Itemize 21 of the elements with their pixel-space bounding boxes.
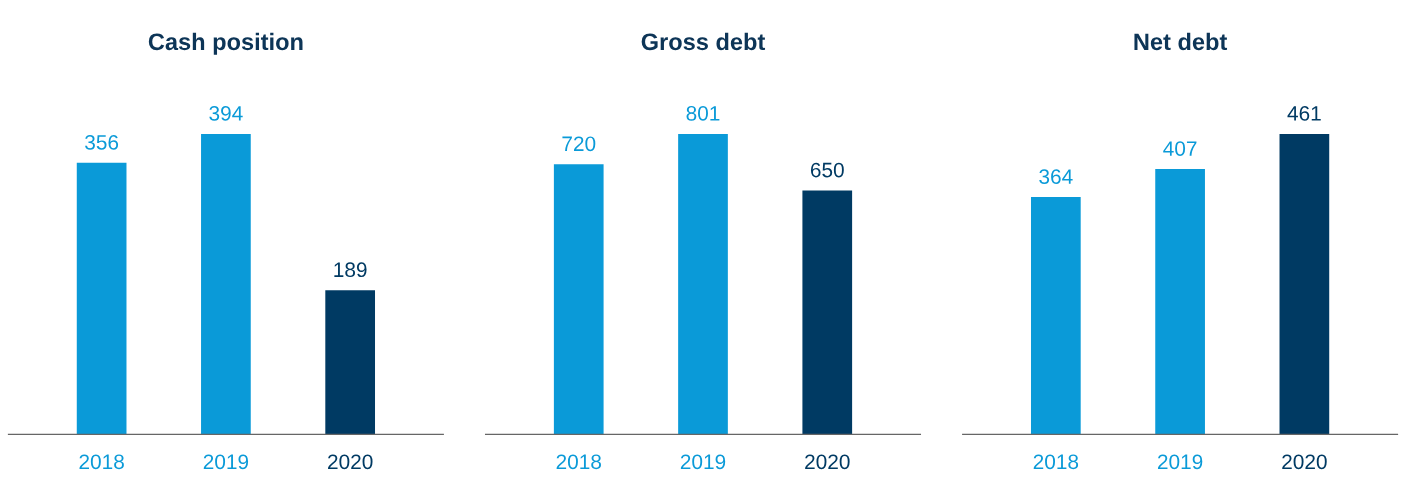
chart-title: Net debt [1134,32,1228,51]
data-label: 801 [686,105,720,121]
data-label: 650 [810,162,844,178]
data-label: 364 [1039,169,1073,184]
x-tick-label: 2020 [328,454,373,470]
data-label: 720 [562,136,596,152]
chart-title: Cash position [148,32,303,55]
x-tick-label: 2018 [1033,454,1079,470]
data-label: 356 [85,134,119,150]
data-label: 394 [209,105,243,121]
x-tick-label: 2019 [1157,454,1203,470]
data-label: 189 [334,262,367,278]
x-tick-label: 2018 [556,454,602,470]
data-label: 407 [1163,141,1197,156]
data-label: 461 [1287,105,1321,121]
x-tick-label: 2018 [79,454,124,470]
x-tick-label: 2020 [1282,454,1327,470]
x-tick-label: 2020 [805,454,850,470]
x-tick-label: 2019 [680,454,726,470]
chart-title: Gross debt [641,32,766,51]
x-tick-label: 2019 [203,454,249,470]
